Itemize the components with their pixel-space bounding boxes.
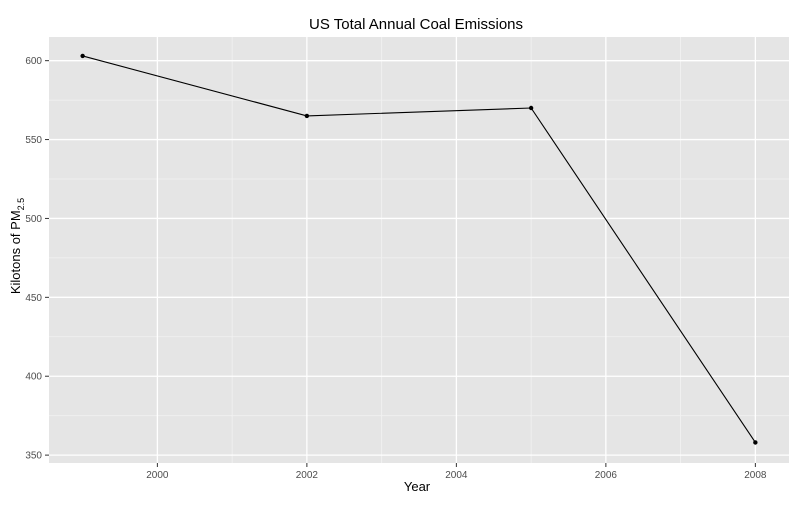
x-tick-label: 2000 xyxy=(146,470,169,481)
x-tick-label: 2006 xyxy=(595,470,618,481)
data-point xyxy=(528,105,534,111)
y-tick-label: 450 xyxy=(25,293,42,304)
y-tick-label: 400 xyxy=(25,372,42,383)
data-point xyxy=(304,113,310,119)
y-axis-label-subscript: 2.5 xyxy=(16,198,26,211)
y-tick-label: 600 xyxy=(25,56,42,67)
y-axis-label: Kilotons of PM2.5 xyxy=(8,198,26,294)
series-line xyxy=(82,55,756,443)
x-axis: 2000 2002 2004 2006 2008 xyxy=(146,463,767,481)
plot-panel xyxy=(49,37,789,463)
y-tick-label: 500 xyxy=(25,214,42,225)
data-point xyxy=(753,440,758,445)
data-point xyxy=(80,53,85,59)
y-tick-label: 350 xyxy=(25,451,42,462)
chart-title: US Total Annual Coal Emissions xyxy=(309,16,523,33)
x-axis-label: Year xyxy=(404,479,431,494)
series-layer xyxy=(80,53,758,445)
major-grid xyxy=(49,37,789,463)
x-tick-label: 2002 xyxy=(296,470,319,481)
y-axis: 350 400 450 500 550 600 xyxy=(25,56,49,462)
y-axis-label-main: Kilotons of PM xyxy=(8,210,23,294)
y-tick-label: 550 xyxy=(25,135,42,146)
x-tick-label: 2008 xyxy=(744,470,767,481)
x-tick-label: 2004 xyxy=(445,470,468,481)
